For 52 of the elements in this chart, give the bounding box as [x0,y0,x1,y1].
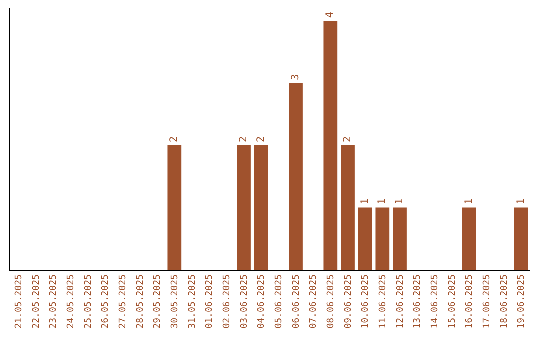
data-label: 1 [516,198,527,205]
x-tick-label: 23.05.2025 [49,274,60,329]
x-tick-label: 08.06.2025 [326,274,337,329]
x-tick-label: 03.06.2025 [240,274,250,329]
data-label: 1 [377,198,388,205]
x-tick-label: 19.06.2025 [517,274,528,329]
x-tick-label: 12.06.2025 [396,274,406,329]
data-label: 2 [256,136,267,143]
x-tick-label: 25.05.2025 [84,274,94,329]
x-tick-label: 07.06.2025 [309,274,320,329]
x-tick-label: 04.06.2025 [257,274,268,329]
x-tick-label: 05.06.2025 [274,274,285,329]
bar [514,208,528,270]
data-label: 1 [464,198,475,205]
x-tick-label: 10.06.2025 [361,274,372,329]
data-label: 2 [342,136,354,143]
x-tick-label: 09.06.2025 [344,274,354,329]
bar [393,208,407,270]
x-tick-label: 02.06.2025 [222,274,233,329]
x-tick-label: 30.05.2025 [170,274,181,329]
data-label: 4 [325,12,336,18]
bar [462,208,476,270]
x-tick-label: 01.06.2025 [205,274,216,329]
x-tick-label: 17.06.2025 [482,274,493,329]
bar [376,208,390,270]
bar [358,208,372,270]
x-tick-label: 15.06.2025 [448,274,458,329]
data-label: 3 [290,74,302,80]
x-tick-label: 28.05.2025 [136,274,146,329]
bar [168,146,182,270]
bar [341,146,355,270]
bar [237,146,251,270]
data-label: 1 [360,198,371,205]
x-tick-label: 22.05.2025 [32,274,42,329]
x-tick-label: 21.05.2025 [14,274,25,329]
data-label: 2 [238,136,250,143]
x-tick-label: 24.05.2025 [66,274,77,329]
x-tick-label: 31.05.2025 [188,274,198,329]
x-tick-label: 06.06.2025 [292,274,302,329]
x-tick-label: 26.05.2025 [101,274,112,329]
bar [289,83,303,270]
x-tick-label: 11.06.2025 [378,274,389,329]
data-label: 1 [394,198,406,205]
x-tick-label: 13.06.2025 [413,274,424,329]
x-tick-label: 18.06.2025 [500,274,510,329]
x-tick-label: 14.06.2025 [430,274,441,329]
bar [324,21,338,270]
data-label: 2 [169,136,180,143]
x-tick-label: 16.06.2025 [465,274,476,329]
x-tick-label: 29.05.2025 [153,274,164,329]
x-tick-label: 27.05.2025 [118,274,129,329]
bar [254,146,268,270]
